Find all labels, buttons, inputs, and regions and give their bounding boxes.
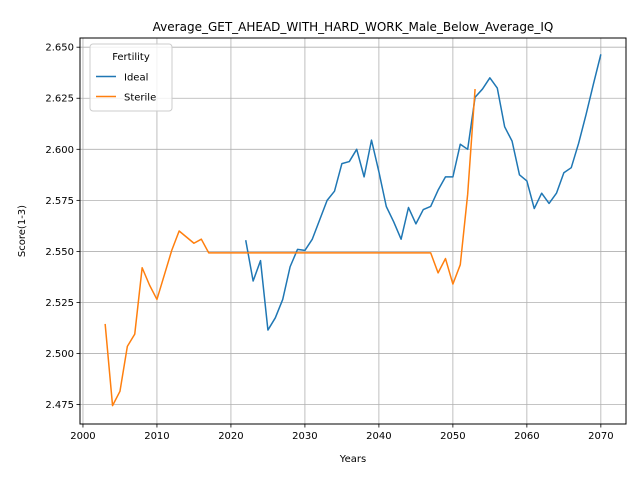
series-lines (104, 54, 602, 407)
y-tick-label: 2.575 (45, 196, 74, 207)
x-tick-label: 2060 (514, 431, 539, 442)
legend-box (89, 43, 173, 112)
series-line-sterile (104, 89, 476, 407)
axis-ticks: 2000 2010 2020 2030 2040 2050 2060 2070 2.475 2.5… (45, 43, 613, 442)
plot-frame (79, 37, 627, 425)
y-tick-label: 2.650 (45, 43, 74, 54)
y-tick-label: 2.475 (45, 400, 74, 411)
x-tick-label: 2030 (292, 431, 317, 442)
legend-label-ideal: Ideal (124, 73, 148, 84)
x-tick-label: 2010 (144, 431, 169, 442)
grid-lines (80, 38, 626, 424)
legend: Fertility Ideal Sterile (89, 43, 173, 112)
series-line-ideal (244, 54, 602, 331)
x-tick-label: 2070 (588, 431, 613, 442)
y-tick-label: 2.600 (45, 145, 74, 156)
y-tick-label: 2.500 (45, 349, 74, 360)
x-tick-label: 2040 (366, 431, 391, 442)
y-tick-label: 2.625 (45, 94, 74, 105)
x-tick-label: 2050 (440, 431, 465, 442)
x-tick-label: 2020 (218, 431, 243, 442)
legend-title: Fertility (112, 52, 150, 63)
x-tick-label: 2000 (70, 431, 95, 442)
x-axis-title: Years (339, 454, 366, 465)
y-tick-label: 2.525 (45, 298, 74, 309)
y-axis-title: Score(1-3) (17, 205, 28, 257)
chart-title: Average_GET_AHEAD_WITH_HARD_WORK_Male_Be… (153, 20, 554, 34)
y-tick-label: 2.550 (45, 247, 74, 258)
legend-label-sterile: Sterile (124, 93, 156, 104)
